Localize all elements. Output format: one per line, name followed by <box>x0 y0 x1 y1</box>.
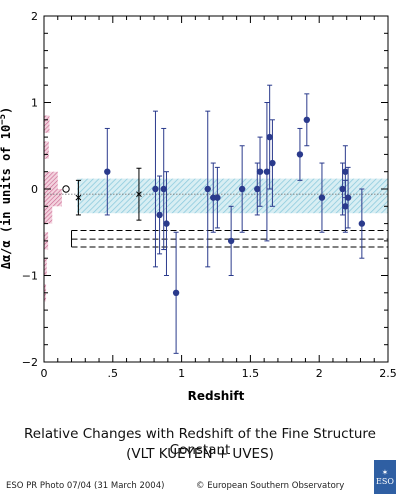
data-point <box>160 185 167 193</box>
photo-credit: ESO PR Photo 07/04 (31 March 2004) <box>6 481 165 491</box>
data-point <box>214 194 221 201</box>
histogram-bar <box>44 171 58 189</box>
y-axis-label-exp: −5 <box>0 114 8 125</box>
data-point <box>163 220 170 227</box>
y-axis-label-close: ) <box>0 107 13 114</box>
data-point <box>172 289 180 296</box>
y-tick-label: −1 <box>22 270 38 283</box>
data-point <box>342 203 349 210</box>
x-tick-label: 0 <box>41 367 48 380</box>
data-point <box>344 194 352 201</box>
eso-logo-star-icon: ✶ <box>381 468 389 477</box>
x-tick-label: 1.5 <box>242 367 260 380</box>
svg-text:Δα/α (in units of 10−5): Δα/α (in units of 10−5) <box>0 107 13 270</box>
data-point <box>269 159 276 167</box>
data-point <box>358 220 366 227</box>
y-tick-label: −2 <box>22 356 38 369</box>
mean-band-rect <box>77 178 389 214</box>
data-point <box>342 168 349 175</box>
x-tick-label: .5 <box>108 367 119 380</box>
data-point <box>204 185 211 193</box>
histogram-bar <box>44 189 62 207</box>
data-point-cross <box>75 194 82 201</box>
data-point-open <box>62 185 70 193</box>
data-point <box>303 116 311 124</box>
mean-band <box>44 178 389 214</box>
histogram-bar <box>44 141 49 159</box>
y-tick-label: 1 <box>31 97 38 110</box>
histogram-bar <box>44 115 50 133</box>
data-point <box>152 185 159 193</box>
data-point <box>227 237 235 245</box>
data-point <box>266 133 273 141</box>
x-ticks: 0 .5 1 1.5 2 2.5 <box>41 16 397 380</box>
copyright: © European Southern Observatory <box>196 481 345 491</box>
caption-title: Relative Changes with Redshift of the Fi… <box>23 426 376 458</box>
x-axis-label: Redshift <box>188 389 245 403</box>
data-point <box>256 168 264 175</box>
y-axis-label: Δα/α (in units of 10−5) <box>0 107 13 270</box>
data-point <box>156 211 163 219</box>
histogram-bar <box>44 206 53 224</box>
histogram-bar <box>44 258 47 276</box>
eso-logo: ✶ ESO <box>374 460 396 494</box>
y-tick-label: 0 <box>31 183 38 196</box>
histogram <box>44 115 62 302</box>
chart: 0 .5 1 1.5 2 2.5 −2 −1 0 1 2 Redshift Δα/α (in un… <box>0 10 397 403</box>
eso-logo-text: ESO <box>376 477 394 486</box>
data-point <box>238 185 246 193</box>
x-tick-label: 2.5 <box>379 367 397 380</box>
data-point <box>104 168 111 175</box>
x-tick-label: 1 <box>178 367 185 380</box>
y-ticks: −2 −1 0 1 2 <box>22 10 388 369</box>
y-axis-label-main: Δα/α (in units of 10 <box>0 125 13 270</box>
data-series <box>62 84 366 354</box>
data-point <box>318 194 326 201</box>
caption-subtitle: (VLT KUEYEN + UVES) <box>126 446 274 462</box>
data-point <box>254 185 261 193</box>
data-point <box>339 185 346 193</box>
x-tick-label: 2 <box>316 367 323 380</box>
y-tick-label: 2 <box>31 10 38 23</box>
data-point-cross <box>136 191 142 198</box>
data-point <box>296 151 304 158</box>
data-point <box>263 168 271 175</box>
